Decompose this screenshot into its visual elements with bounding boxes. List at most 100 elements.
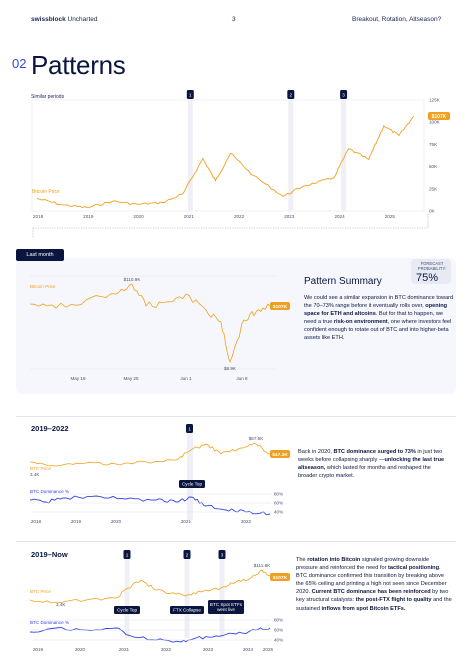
chart-grid <box>31 99 425 212</box>
x-tick-2020: 2020 <box>111 519 122 524</box>
dominance-tick-80%: 80% <box>274 618 283 623</box>
summary-text-2-bold: risk-on environment <box>333 319 388 326</box>
summary-text: We could see a similar expansion in BTC … <box>304 294 454 343</box>
s2-text-2-bold: tactical positioning <box>388 565 440 572</box>
marker-1-label: 1 <box>126 553 129 558</box>
forecast-label: FORECAST PROBABILITY: <box>417 261 447 271</box>
brand-bold: swissblock <box>31 16 66 23</box>
highlight-band-2 <box>288 100 294 211</box>
dominance-ticks: 80% 60% 40% <box>30 618 283 643</box>
price-series-label: BTC Price <box>30 589 51 594</box>
summary-text-3: , one where investors feel confident eno… <box>304 319 452 342</box>
marker-1 <box>186 90 194 99</box>
section-title-2019-now: 2019–Now <box>31 550 68 559</box>
etf-tag <box>208 600 244 614</box>
cycle-top-label: Cycle Top <box>182 482 203 487</box>
dominance-tick-80%: 80% <box>274 492 283 497</box>
summary-text-1: We could see a similar expansion in BTC … <box>304 295 454 310</box>
series-label: Bitcoin Price <box>30 284 56 289</box>
last-month-tag: Last month <box>16 249 64 261</box>
price-badge-bg <box>270 573 290 581</box>
page-number: 3 <box>232 16 236 23</box>
brand-light: Uncharted <box>67 16 98 23</box>
peak-label: $67.6K <box>249 436 264 441</box>
price-badge-bg <box>270 302 290 310</box>
dominance-line <box>29 626 271 643</box>
x-tick-2021: 2021 <box>184 214 195 219</box>
x-tick-2020: 2020 <box>75 647 86 652</box>
dominance-line <box>29 495 271 516</box>
chart-caption: Similar periods <box>31 94 65 100</box>
report-title: Breakout, Rotation, Altseason? <box>352 16 442 23</box>
highlight-band-1 <box>124 556 130 638</box>
y-tick-125K: 125K <box>429 98 441 103</box>
price-series-label: BTC Price <box>30 466 51 471</box>
trough-label: $8.9K <box>224 366 237 371</box>
s2-text-1-bold: rotation into Bitcoin <box>307 557 361 563</box>
dominance-series-label: BTC Dominance % <box>30 620 69 625</box>
marker-3 <box>340 90 348 99</box>
x-tick-2: Jun 1 <box>180 376 192 381</box>
price-badge-bg <box>428 112 450 120</box>
x-tick-2018: 2018 <box>31 519 42 524</box>
summary-text-2: . But for that to happen, we need a true <box>304 311 443 326</box>
s1-text-2-bold: unlocking the last true altseason, <box>298 457 445 472</box>
period-markers: 1 2 3 <box>186 90 348 99</box>
x-tick-2023: 2023 <box>203 647 214 652</box>
x-tick-3: Jun 8 <box>236 376 248 381</box>
highlight-band-3 <box>219 556 225 638</box>
marker-1-label: 1 <box>188 427 191 432</box>
section-number: 02 <box>12 56 27 71</box>
cycle-top-tag <box>114 606 140 614</box>
price-badge-bg <box>270 450 290 458</box>
highlight-band-3 <box>341 100 347 211</box>
x-tick-2022: 2022 <box>161 647 172 652</box>
dominance-tick-60%: 60% <box>274 628 283 633</box>
s1-text-1-bold: BTC dominance surged to 73% <box>333 449 416 455</box>
highlight-band-2 <box>184 556 190 638</box>
s1-text-1: Back in 2020, <box>298 449 334 455</box>
y-tick-75K: 75K <box>429 142 438 147</box>
forecast-value: 75% <box>416 272 439 284</box>
x-tick-2018: 2018 <box>33 214 44 219</box>
similar-periods-chart: 2018 2019 2020 2021 2022 2023 2024 2025 0K 25K 50… <box>31 90 450 238</box>
s2-text-1: The <box>296 557 308 563</box>
x-tick-2024: 2024 <box>243 647 254 652</box>
y-tick-100K: 100K <box>429 120 441 125</box>
x-tick-2021: 2021 <box>119 647 130 652</box>
x-tick-2025: 2025 <box>263 647 274 652</box>
highlight-bands: 1 2 3 <box>123 550 226 638</box>
s2-text-5-bold: inflows from spot Bitcoin ETFs. <box>321 605 406 612</box>
dominance-tick-40%: 40% <box>274 510 283 515</box>
price-line <box>29 569 271 604</box>
dominance-series-label: BTC Dominance % <box>30 489 69 494</box>
peak-label: $110.9K <box>124 277 142 282</box>
highlight-band-1 <box>187 100 193 211</box>
x-tick-2023: 2023 <box>284 214 295 219</box>
marker-2 <box>287 90 295 99</box>
marker-2 <box>183 550 191 559</box>
x-tick-2025: 2025 <box>385 214 396 219</box>
dominance-tick-60%: 60% <box>274 501 283 506</box>
s1-text-3: which lasted for months and reshaped the… <box>298 465 431 480</box>
y-tick-0K: 0K <box>429 209 436 214</box>
ftx-collapse-tag <box>170 606 204 614</box>
x-tick-1: May 25 <box>123 376 139 381</box>
x-ticks: 2018 2019 2020 2021 2022 <box>31 519 252 524</box>
summary-title: Pattern Summary <box>304 276 382 287</box>
dominance-tick-40%: 40% <box>274 638 283 643</box>
x-tick-2019: 2019 <box>83 214 94 219</box>
low-label: 3.4K <box>30 472 40 477</box>
s1-text-2: in just two weeks before collapsing shar… <box>298 449 443 464</box>
x-tick-2024: 2024 <box>334 214 345 219</box>
marker-3-label: 3 <box>221 553 224 558</box>
marker-1-label: 1 <box>189 93 192 98</box>
highlight-bands <box>187 100 347 211</box>
y-tick-25K: 25K <box>429 186 438 191</box>
price-line <box>29 283 271 364</box>
section-2019-now-text: The rotation into Bitcoin signaled growi… <box>296 556 452 613</box>
divider-2 <box>16 541 456 542</box>
s2-text-5: and the sustained <box>296 597 452 612</box>
section-title-2019-2022: 2019–2022 <box>31 424 69 433</box>
x-tick-2019: 2019 <box>33 647 44 652</box>
